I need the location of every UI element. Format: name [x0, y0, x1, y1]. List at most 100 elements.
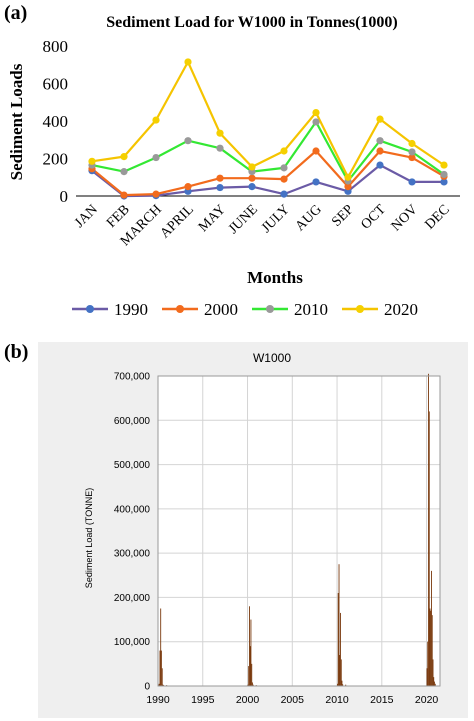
data-point-2020 [440, 161, 448, 169]
data-point-2010 [312, 118, 320, 126]
bar [249, 606, 250, 686]
bar [251, 663, 253, 686]
data-point-2000 [312, 147, 320, 155]
sediment-bar-chart: W1000 Sediment Load (TONNE) 0 100,000 200,… [38, 342, 468, 718]
bar [432, 659, 434, 686]
data-point-2020 [152, 116, 160, 124]
x-tick-label: 2020 [415, 694, 439, 706]
data-point-1990 [280, 190, 288, 198]
legend-marker-2020 [356, 305, 364, 313]
x-tick-label: AUG [293, 202, 325, 234]
sediment-line-chart: Sediment Load for W1000 in Tonnes(1000) … [7, 14, 460, 319]
x-tick-label: DEC [422, 202, 452, 232]
chart-b-title: W1000 [253, 351, 291, 365]
y-tick-label: 200 [43, 150, 69, 169]
x-tick-label: APRIL [158, 202, 197, 241]
bar [339, 655, 341, 686]
chart-a-ylabel: Sediment Loads [7, 63, 26, 180]
bar [250, 619, 252, 686]
data-point-2020 [248, 163, 256, 171]
data-point-2020 [312, 108, 320, 117]
data-point-1990 [440, 178, 448, 186]
bar [160, 650, 162, 686]
bar [426, 668, 428, 686]
bar [434, 681, 435, 686]
legend-label-1990: 1990 [114, 300, 148, 319]
data-point-2010 [408, 148, 416, 156]
bar [159, 650, 161, 686]
data-point-2010 [152, 153, 160, 162]
data-point-2010 [120, 168, 128, 176]
data-point-1990 [408, 178, 416, 186]
data-point-1990 [312, 178, 320, 186]
x-tick-label: 1995 [191, 694, 215, 706]
series-line-2020 [91, 60, 445, 179]
bar [428, 411, 430, 686]
bar [252, 682, 253, 686]
series-line-2000 [91, 149, 445, 197]
legend-marker-2000 [176, 305, 184, 313]
data-point-1990 [216, 183, 224, 192]
y-tick-label: 100,000 [114, 637, 151, 648]
y-tick-label: 400,000 [114, 504, 151, 515]
x-tick-label: 2005 [281, 694, 305, 706]
x-tick-label: JUNE [226, 202, 261, 237]
data-point-2020 [344, 173, 352, 181]
chart-a-series-points [88, 58, 448, 200]
chart-b-bars [158, 373, 436, 686]
y-tick-label: 0 [144, 682, 150, 693]
chart-b-plot-area [158, 376, 440, 686]
bar [162, 684, 164, 686]
data-point-2010 [216, 144, 224, 152]
bar [342, 684, 344, 686]
bar [341, 680, 343, 686]
bar [431, 615, 433, 686]
data-point-2000 [216, 174, 224, 182]
bar [429, 608, 431, 686]
bar [338, 564, 340, 686]
bar [337, 593, 339, 686]
legend-marker-1990 [86, 305, 94, 313]
data-point-2000 [184, 183, 192, 191]
data-point-2020 [216, 129, 224, 137]
data-point-2000 [408, 153, 416, 162]
x-tick-label: 1990 [146, 694, 170, 706]
bar [161, 668, 163, 686]
x-tick-label: 2010 [325, 694, 349, 706]
x-tick-label: OCT [358, 202, 389, 233]
panel-b-label: (b) [4, 341, 29, 363]
bar [248, 666, 250, 686]
data-point-2000 [120, 191, 128, 199]
bar [158, 683, 160, 686]
x-tick-label: SEP [329, 202, 357, 230]
chart-b-plot-frame [157, 375, 441, 687]
data-point-2010 [184, 137, 192, 145]
bar [431, 570, 432, 686]
x-tick-label: JULY [259, 202, 293, 236]
bar [434, 683, 436, 686]
y-tick-label: 600,000 [114, 416, 151, 427]
panel-a-label: (a) [4, 2, 28, 24]
series-line-1990 [91, 164, 444, 198]
bar [340, 612, 341, 686]
y-tick-label: 700,000 [114, 372, 151, 383]
data-point-1990 [376, 161, 384, 169]
data-point-2000 [152, 190, 160, 198]
x-tick-label: 2000 [236, 694, 260, 706]
x-tick-label: 2015 [370, 694, 394, 706]
series-line-2010 [91, 120, 445, 183]
legend-label-2000: 2000 [204, 300, 238, 319]
data-point-2010 [280, 164, 288, 172]
legend-marker-2010 [266, 305, 274, 313]
bar [427, 641, 429, 686]
x-tick-label: JAN [72, 202, 101, 231]
legend-label-2020: 2020 [384, 300, 418, 319]
y-tick-label: 600 [43, 75, 69, 94]
data-point-2000 [280, 175, 288, 183]
data-point-2020 [280, 147, 288, 155]
bar [345, 684, 347, 686]
data-point-2020 [88, 157, 96, 165]
legend-label-2010: 2010 [294, 300, 328, 319]
chart-a-xlabel: Months [247, 268, 303, 287]
